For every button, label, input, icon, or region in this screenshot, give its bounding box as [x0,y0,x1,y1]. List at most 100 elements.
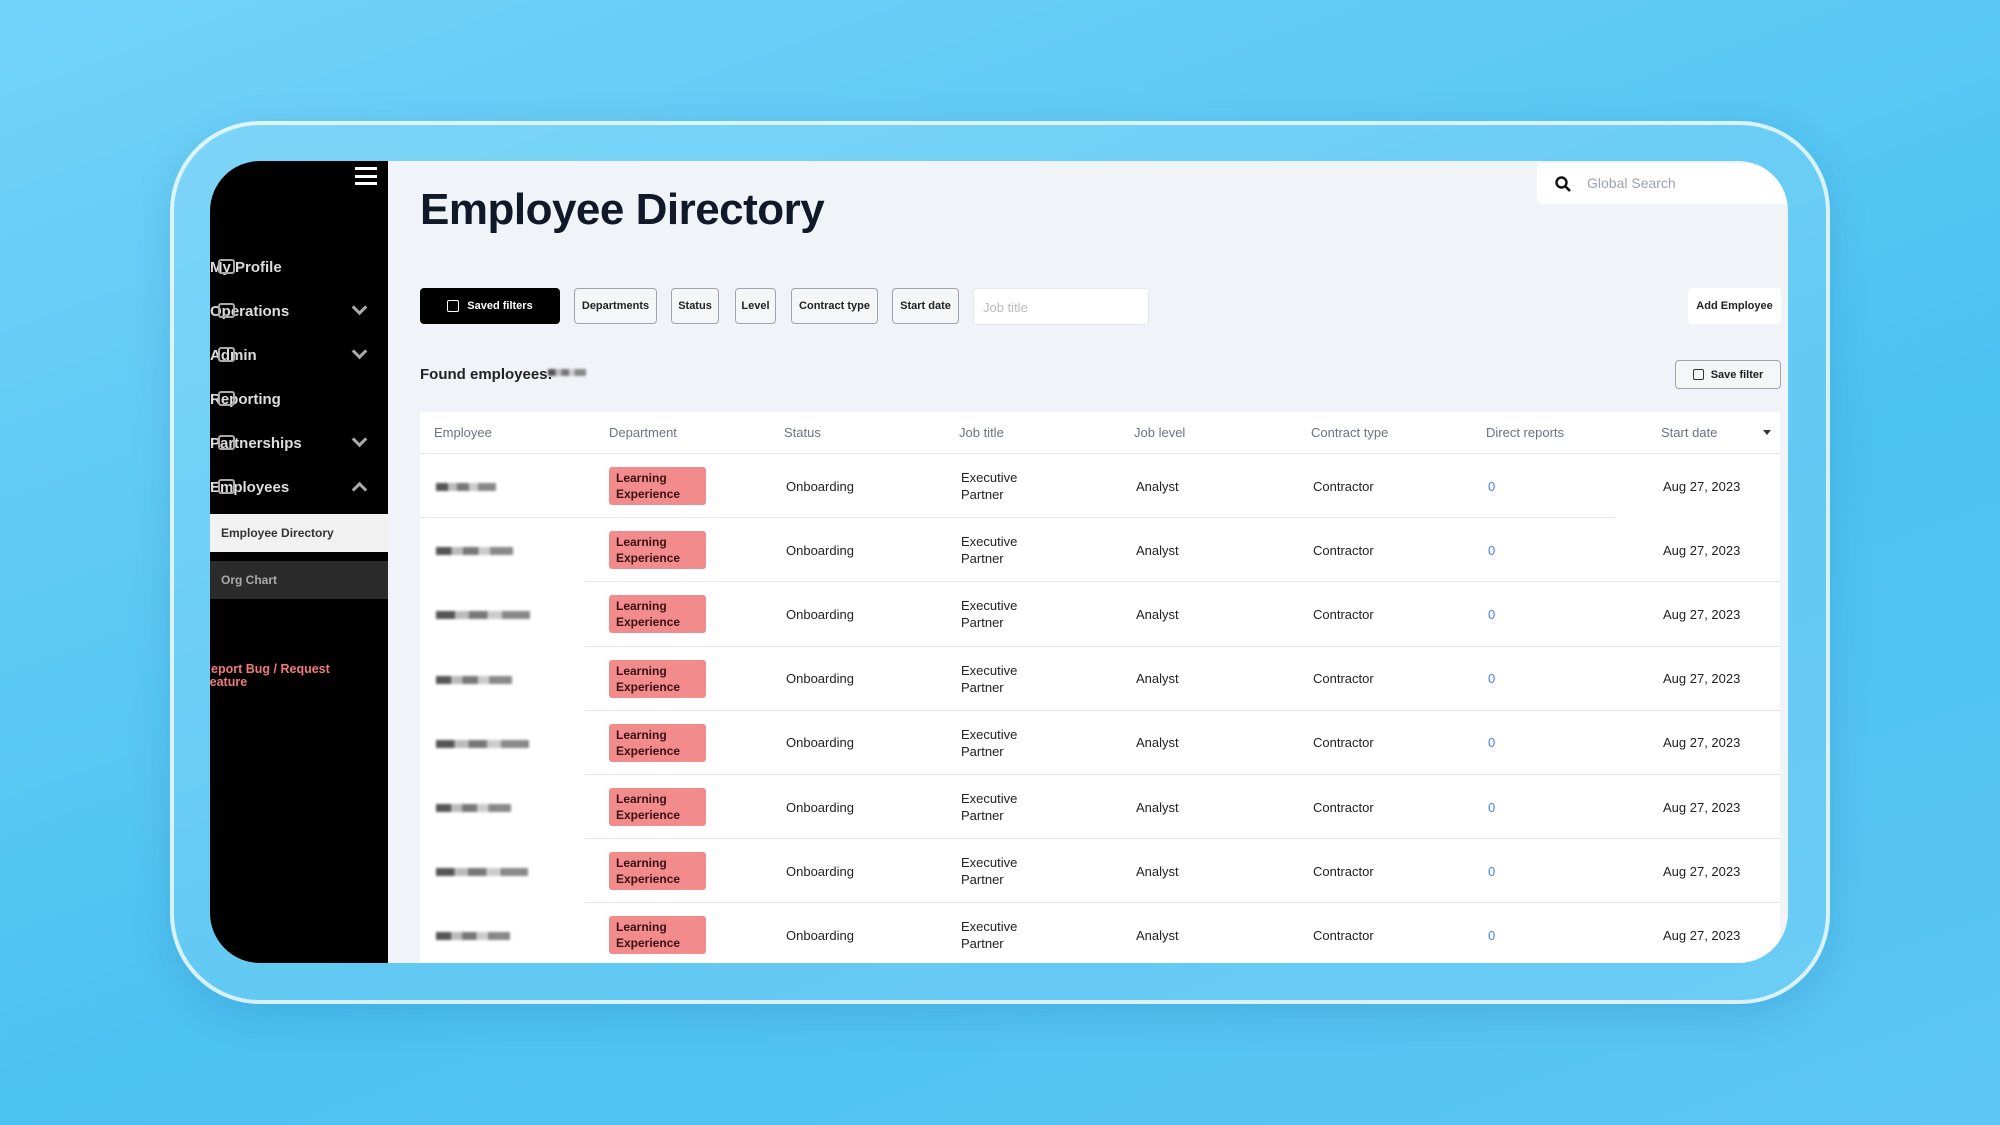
table-cell: Contractor [1313,799,1374,815]
filter-button[interactable]: Status [671,288,719,324]
table-cell: Analyst [1136,478,1179,494]
table-cell: Executive Partner [961,855,1018,888]
table-cell: Aug 27, 2023 [1663,735,1741,751]
row-divider [585,645,1780,647]
menu-icon[interactable] [355,167,377,185]
nav-item[interactable]: Employees [210,469,388,505]
table-cell: Contractor [1313,542,1374,558]
table-cell: Executive Partner [961,726,1018,759]
department-badge: Learning Experience [609,852,706,891]
row-divider [585,709,1780,711]
column-header[interactable]: Contract type [1311,425,1389,440]
table-row[interactable]: Learning Experience Onboarding Executive P… [420,839,1780,904]
table-cell: Executive Partner [961,470,1018,503]
table-row[interactable]: Learning Experience Onboarding Executive P… [420,903,1780,963]
nav-item[interactable]: Reporting [210,381,388,417]
nav-sub-item[interactable]: Org Chart [210,561,388,599]
nav-icon [218,347,235,362]
nav-item[interactable]: Partnerships [210,425,388,461]
table-row[interactable]: Learning Experience Onboarding Executive P… [420,775,1780,840]
button-label: Saved filters [467,300,533,312]
table-cell: Onboarding [786,799,854,815]
table-cell: 0 [1488,542,1496,558]
redacted-count [548,369,586,376]
redacted-name [436,739,529,748]
filter-button[interactable]: Start date [892,288,959,324]
table-cell: Onboarding [786,606,854,622]
table-cell: Learning Experience [609,839,706,903]
chevron[interactable] [351,343,368,360]
column-header[interactable]: Direct reports [1486,425,1565,440]
add-employee-button[interactable]: Add Employee [1688,288,1781,324]
nav-icon [218,479,235,494]
employee-table: Employee Department Status Job title Job lev… [420,412,1780,963]
table-cell: Learning Experience [609,647,706,711]
table-cell: Learning Experience [609,711,706,775]
table-cell: Analyst [1136,799,1179,815]
table-cell: Analyst [1136,735,1179,751]
app-screen: My Profile Operations Admin Reporting Partne… [210,161,1788,963]
report-link[interactable]: Report Bug / Request Feature [210,662,330,689]
filter-button[interactable]: Level [735,288,776,324]
job-title-input[interactable]: Job title [973,288,1149,325]
search-icon [1555,176,1571,192]
saved-filters-button[interactable]: Saved filters [420,288,560,324]
table-cell: Onboarding [786,927,854,943]
table-cell: Learning Experience [609,518,706,582]
redacted-name [436,547,513,556]
table-cell: Executive Partner [961,534,1018,567]
table-cell: Analyst [1136,671,1179,687]
column-header[interactable]: Department [609,425,677,440]
nav-item[interactable]: My Profile [210,249,388,285]
table-cell: Contractor [1313,606,1374,622]
table-cell: Learning Experience [609,582,706,646]
department-badge: Learning Experience [609,531,706,570]
table-cell: Executive Partner [961,919,1018,952]
column-header[interactable]: Start date [1661,425,1718,440]
table-row[interactable]: Learning Experience Onboarding Executive P… [420,454,1780,519]
table-row[interactable]: Learning Experience Onboarding Executive P… [420,647,1780,711]
nav-icon [218,435,235,450]
sort-caret[interactable] [1763,430,1771,435]
nav-label: My Profile [210,258,282,276]
table-cell: 0 [1488,799,1496,815]
table-cell: Analyst [1136,863,1179,879]
table-row[interactable]: Learning Experience Onboarding Executive P… [420,518,1780,583]
chevron[interactable] [351,481,368,498]
column-header[interactable]: Status [784,425,821,440]
filter-button[interactable]: Departments [574,288,657,324]
chevron[interactable] [351,299,368,316]
table-cell: Contractor [1313,478,1374,494]
table-cell: Contractor [1313,671,1374,687]
table-cell: Onboarding [786,478,854,494]
table-cell: Onboarding [786,542,854,558]
department-badge: Learning Experience [609,659,706,698]
column-header[interactable]: Job level [1134,425,1186,440]
department-badge: Learning Experience [609,788,706,827]
filter-button[interactable]: Contract type [791,288,878,324]
redacted-name [436,483,496,492]
column-header[interactable]: Job title [959,425,1004,440]
search-box[interactable]: Global Search [1537,163,1788,204]
nav-icon [218,303,235,318]
found-label: Found employees: [420,366,553,383]
nav-item[interactable]: Operations [210,293,388,329]
table-cell: Aug 27, 2023 [1663,478,1741,494]
table-cell: 0 [1488,927,1496,943]
table-row[interactable]: Learning Experience Onboarding Executive P… [420,711,1780,775]
table-cell: Aug 27, 2023 [1663,927,1741,943]
table-cell: Analyst [1136,542,1179,558]
table-cell: Aug 27, 2023 [1663,799,1741,815]
chevron[interactable] [351,431,368,448]
nav-sub-item[interactable]: Employee Directory [210,514,388,552]
page-title: Employee Directory [420,185,825,234]
table-cell: 0 [1488,671,1496,687]
nav-item[interactable]: Admin [210,337,388,373]
redacted-name [436,932,510,941]
table-cell: 0 [1488,863,1496,879]
table-row[interactable]: Learning Experience Onboarding Executive P… [420,582,1780,647]
save-filter-button[interactable]: Save filter [1675,360,1781,389]
column-header[interactable]: Employee [434,425,492,440]
redacted-name [436,675,512,684]
